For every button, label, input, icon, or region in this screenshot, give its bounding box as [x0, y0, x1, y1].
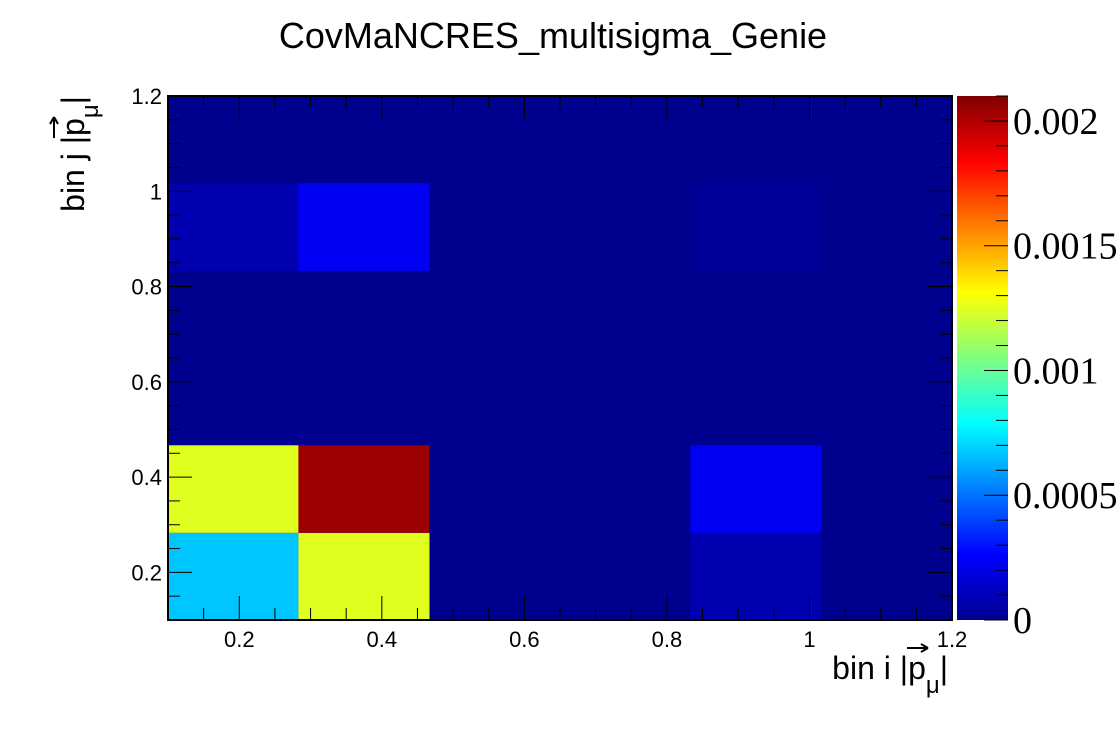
heatmap-cell — [690, 532, 822, 620]
heatmap-cell — [168, 532, 299, 620]
x-tick-labels: 0.2 0.4 0.6 0.8 1 1.2 — [224, 627, 967, 652]
y-tick-label: 0.6 — [131, 370, 162, 395]
heatmap-cell — [821, 183, 952, 271]
x-tick-label: 0.8 — [652, 627, 683, 652]
heatmap-cell — [690, 358, 822, 446]
x-tick-label: 0.2 — [224, 627, 255, 652]
y-axis-title-text: bin j |pμ| — [55, 96, 104, 212]
colorbar-tick-label: 0.0015 — [1013, 226, 1118, 268]
y-tick-label: 1.2 — [131, 84, 162, 109]
heatmap-cell — [560, 445, 691, 533]
heatmap-cell — [560, 532, 691, 620]
heatmap-cell — [821, 532, 952, 620]
y-tick-label: 1 — [150, 179, 162, 204]
y-tick-label: 0.2 — [131, 560, 162, 585]
heatmap-cell — [690, 96, 822, 184]
heatmap-cell — [298, 358, 430, 446]
y-tick-labels: 0.2 0.4 0.6 0.8 1 1.2 — [131, 84, 162, 585]
heatmap-cell — [821, 270, 952, 358]
y-tick-label: 0.4 — [131, 465, 162, 490]
colorbar-tick-label: 0 — [1013, 600, 1032, 642]
heatmap-cell — [168, 96, 299, 184]
heatmap-cell — [298, 183, 430, 271]
heatmap-cell — [429, 183, 560, 271]
x-tick-label: 0.4 — [367, 627, 398, 652]
x-tick-label: 1.2 — [937, 627, 968, 652]
heatmap-cells — [168, 96, 952, 620]
colorbar — [957, 96, 1008, 620]
axis-ticks — [167, 95, 953, 621]
heatmap-cell — [298, 96, 430, 184]
chart-title: CovMaNCRES_multisigma_Genie — [279, 15, 827, 56]
heatmap-cell — [168, 183, 299, 271]
heatmap-cell — [429, 358, 560, 446]
heatmap-cell — [690, 270, 822, 358]
heatmap-cell — [429, 445, 560, 533]
heatmap-cell — [560, 96, 691, 184]
y-tick-label: 0.8 — [131, 275, 162, 300]
x-axis-title: bin i |pμ| — [832, 643, 948, 699]
y-axis-vector-arrow — [49, 116, 59, 138]
y-axis-title: bin j |pμ| — [49, 96, 104, 212]
title-box — [230, 4, 888, 66]
heatmap-cell — [429, 270, 560, 358]
colorbar-tick-label: 0.002 — [1013, 101, 1099, 143]
heatmap-cell — [560, 358, 691, 446]
heatmap-cell — [298, 270, 430, 358]
heatmap-cell — [821, 445, 952, 533]
colorbar-labels: 0 0.0005 0.001 0.0015 0.002 — [1013, 101, 1118, 642]
heatmap-cell — [429, 96, 560, 184]
heatmap-cell — [821, 96, 952, 184]
heatmap-cell — [168, 358, 299, 446]
x-axis-vector-arrow — [907, 643, 929, 653]
heatmap-cell — [298, 445, 430, 533]
colorbar-tick-label: 0.0005 — [1013, 475, 1118, 517]
heatmap-cell — [821, 358, 952, 446]
x-tick-label: 0.6 — [509, 627, 540, 652]
heatmap-cell — [690, 445, 822, 533]
x-axis-title-text: bin i |pμ| — [832, 650, 948, 699]
heatmap-cell — [560, 183, 691, 271]
heatmap-cell — [168, 445, 299, 533]
heatmap-cell — [298, 532, 430, 620]
colorbar-ticks — [984, 95, 1008, 621]
colorbar-tick-label: 0.001 — [1013, 350, 1099, 392]
heatmap-cell — [690, 183, 822, 271]
heatmap-cell — [168, 270, 299, 358]
heatmap-cell — [429, 532, 560, 620]
heatmap-cell — [560, 270, 691, 358]
x-tick-label: 1 — [803, 627, 815, 652]
